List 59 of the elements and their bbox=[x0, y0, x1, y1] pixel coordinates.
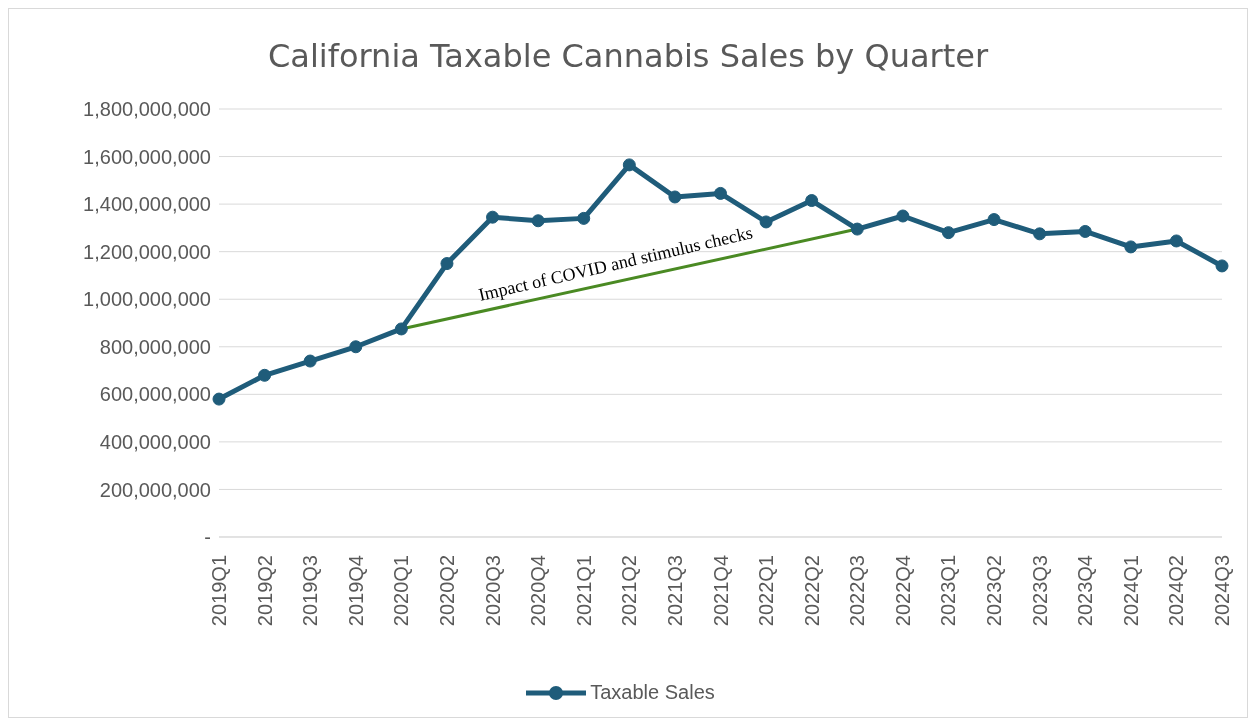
point bbox=[1124, 240, 1138, 254]
point bbox=[212, 392, 226, 406]
y-tick-label: 1,400,000,000 bbox=[83, 193, 211, 216]
x-tick-label: 2019Q1 bbox=[208, 555, 230, 627]
x-tick-label: 2023Q2 bbox=[983, 555, 1006, 627]
point bbox=[349, 340, 363, 354]
point bbox=[1033, 227, 1047, 241]
x-tick-label: 2022Q2 bbox=[800, 555, 823, 627]
point bbox=[714, 186, 727, 200]
x-tick-label: 2019Q3 bbox=[299, 555, 322, 627]
x-tick-label: 2024Q3 bbox=[1211, 555, 1233, 627]
y-tick-label: 1,600,000,000 bbox=[83, 145, 211, 168]
point bbox=[987, 213, 1001, 227]
point bbox=[1215, 259, 1229, 273]
x-tick-label: 2020Q2 bbox=[435, 555, 458, 627]
y-tick-label: 1,000,000,000 bbox=[83, 288, 211, 311]
point bbox=[896, 209, 910, 223]
x-tick-label: 2020Q3 bbox=[481, 555, 504, 627]
point bbox=[759, 215, 773, 229]
x-tick-label: 2024Q1 bbox=[1119, 555, 1142, 627]
point bbox=[668, 190, 682, 204]
y-tick-label: 1,200,000,000 bbox=[83, 240, 211, 263]
x-tick-label: 2022Q1 bbox=[755, 555, 778, 627]
point bbox=[850, 222, 864, 236]
x-tick-label: 2022Q3 bbox=[846, 555, 869, 627]
x-tick-label: 2023Q1 bbox=[937, 555, 960, 627]
point bbox=[258, 368, 272, 382]
x-tick-label: 2020Q4 bbox=[527, 555, 550, 627]
x-tick-label: 2019Q2 bbox=[253, 555, 276, 627]
y-tick-label: 200,000,000 bbox=[99, 478, 211, 501]
x-tick-label: 2022Q4 bbox=[891, 555, 914, 627]
x-tick-label: 2023Q3 bbox=[1028, 555, 1051, 627]
point bbox=[577, 211, 591, 225]
point bbox=[622, 158, 636, 172]
point bbox=[1078, 224, 1092, 238]
x-tick-label: 2021Q4 bbox=[709, 555, 732, 627]
point bbox=[531, 214, 545, 228]
x-tick-label: 2021Q2 bbox=[618, 555, 641, 627]
point bbox=[805, 194, 819, 208]
x-tick-label: 2021Q1 bbox=[572, 555, 595, 627]
point bbox=[941, 226, 955, 240]
point bbox=[394, 322, 408, 336]
point bbox=[486, 210, 500, 224]
y-tick-label: 800,000,000 bbox=[99, 335, 211, 358]
annotation: Impact of COVID and stimulus checks bbox=[476, 222, 755, 306]
y-tick-label: 1,800,000,000 bbox=[83, 98, 211, 121]
y-tick-label: - bbox=[204, 526, 211, 549]
legend-label: Taxable Sales bbox=[589, 681, 715, 704]
x-tick-label: 2019Q4 bbox=[344, 555, 367, 627]
y-tick-label: 400,000,000 bbox=[99, 430, 211, 453]
point bbox=[303, 354, 317, 368]
chart-title: California Taxable Cannabis Sales by Quarter bbox=[266, 36, 990, 75]
x-tick-label: 2020Q1 bbox=[390, 555, 413, 627]
y-tick-label: 600,000,000 bbox=[99, 383, 211, 406]
x-tick-label: 2021Q3 bbox=[663, 555, 686, 627]
point bbox=[1169, 234, 1183, 248]
point bbox=[440, 257, 454, 271]
x-tick-label: 2023Q4 bbox=[1074, 555, 1097, 627]
x-tick-label: 2024Q2 bbox=[1165, 555, 1188, 627]
